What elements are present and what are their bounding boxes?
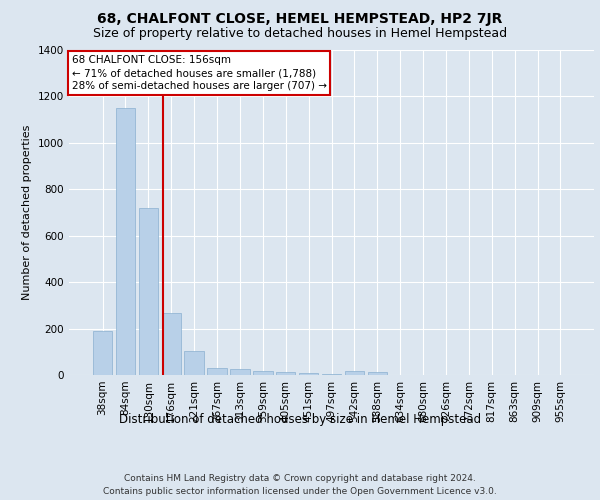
- Bar: [230, 368, 250, 375]
- Bar: [93, 331, 112, 375]
- Bar: [184, 350, 204, 375]
- Text: Contains HM Land Registry data © Crown copyright and database right 2024.: Contains HM Land Registry data © Crown c…: [124, 474, 476, 483]
- Text: 68, CHALFONT CLOSE, HEMEL HEMPSTEAD, HP2 7JR: 68, CHALFONT CLOSE, HEMEL HEMPSTEAD, HP2…: [97, 12, 503, 26]
- Bar: [368, 372, 387, 375]
- Bar: [208, 368, 227, 375]
- Text: Size of property relative to detached houses in Hemel Hempstead: Size of property relative to detached ho…: [93, 28, 507, 40]
- Text: Distribution of detached houses by size in Hemel Hempstead: Distribution of detached houses by size …: [119, 412, 481, 426]
- Bar: [116, 108, 135, 375]
- Text: 68 CHALFONT CLOSE: 156sqm
← 71% of detached houses are smaller (1,788)
28% of se: 68 CHALFONT CLOSE: 156sqm ← 71% of detac…: [71, 55, 326, 92]
- Bar: [299, 372, 319, 375]
- Bar: [139, 208, 158, 375]
- Bar: [322, 374, 341, 375]
- Bar: [253, 371, 272, 375]
- Bar: [344, 371, 364, 375]
- Text: Contains public sector information licensed under the Open Government Licence v3: Contains public sector information licen…: [103, 488, 497, 496]
- Bar: [276, 372, 295, 375]
- Bar: [161, 314, 181, 375]
- Y-axis label: Number of detached properties: Number of detached properties: [22, 125, 32, 300]
